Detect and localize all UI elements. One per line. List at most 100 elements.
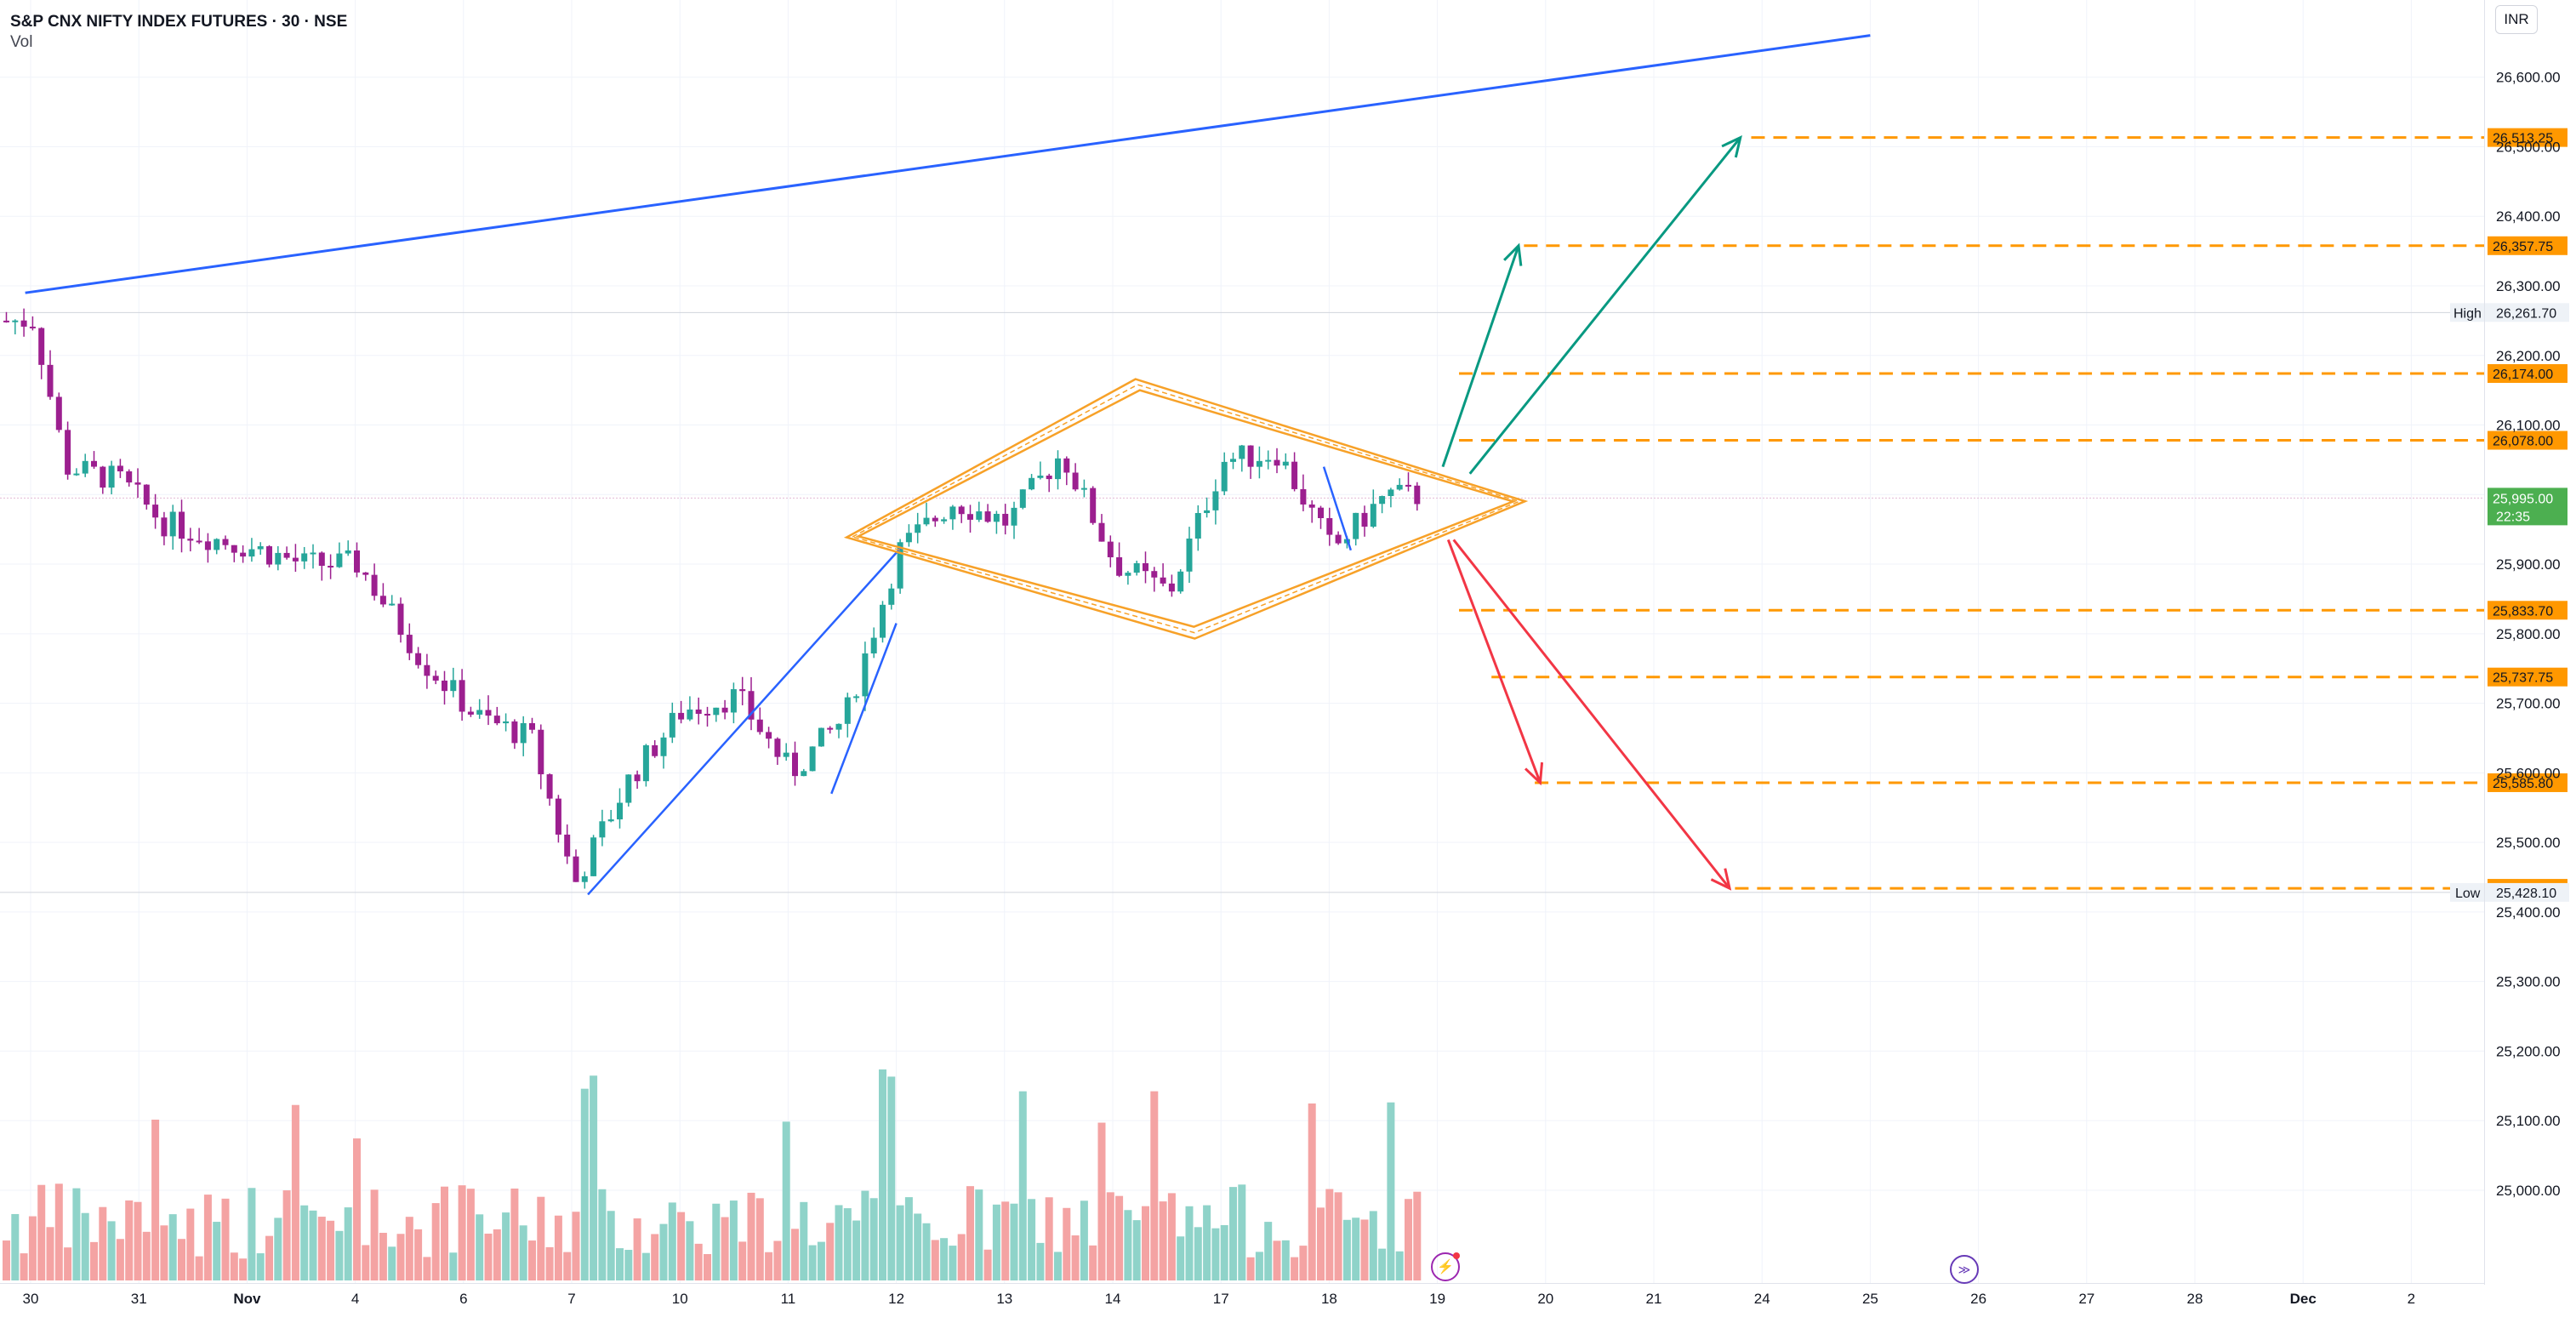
lightning-icon[interactable]: ⚡: [1431, 1252, 1460, 1281]
volume-bar: [869, 1198, 878, 1280]
candle-body: [1037, 476, 1044, 478]
volume-bar: [1124, 1210, 1132, 1280]
candle-body: [713, 707, 720, 716]
symbol-title[interactable]: S&P CNX NIFTY INDEX FUTURES · 30 · NSE: [10, 13, 348, 31]
volume-bar: [1273, 1240, 1281, 1280]
volume-bar: [510, 1188, 519, 1280]
volume-bar: [992, 1204, 1000, 1280]
candle-body: [801, 771, 807, 777]
volume-bar: [142, 1231, 151, 1280]
volume-indicator-label[interactable]: Vol: [10, 33, 33, 51]
volume-bar: [265, 1235, 273, 1280]
volume-bar: [922, 1223, 931, 1280]
candle-body: [1318, 507, 1324, 518]
candle-body: [354, 550, 360, 573]
target-price-tag: [2488, 364, 2567, 384]
candle-body: [415, 653, 422, 665]
candle-body: [266, 546, 272, 565]
candle-body: [1063, 458, 1070, 473]
volume-bar: [624, 1250, 633, 1280]
volume-bar: [1177, 1236, 1185, 1280]
time-axis-tick-label: 7: [567, 1291, 575, 1307]
volume-bar: [668, 1202, 676, 1280]
projection-arrow-line: [1468, 136, 1741, 475]
candle-body: [310, 552, 316, 555]
volume-bar: [90, 1241, 98, 1280]
volume-bar: [46, 1227, 54, 1280]
candle-body: [783, 752, 789, 757]
candle-body: [862, 653, 869, 697]
candle-body: [318, 552, 325, 567]
volume-bar: [729, 1200, 738, 1280]
volume-bar: [405, 1217, 413, 1280]
candle-body: [607, 819, 614, 822]
volume-bar: [213, 1222, 221, 1280]
candle-body: [1080, 488, 1087, 490]
candle-body: [564, 834, 571, 857]
candle-body: [1308, 504, 1315, 508]
time-axis-tick-label: 26: [1970, 1291, 1986, 1307]
candle-body: [126, 471, 133, 483]
candle-body: [134, 482, 141, 485]
candle-body: [485, 710, 492, 716]
volume-bar: [160, 1225, 168, 1280]
volume-bar: [195, 1256, 203, 1280]
volume-bar: [248, 1188, 256, 1280]
volume-bar: [37, 1184, 46, 1280]
volume-bar: [773, 1240, 782, 1280]
volume-bar: [607, 1211, 615, 1280]
volume-bar: [107, 1221, 116, 1280]
volume-bar: [1405, 1199, 1412, 1280]
time-scale-border: [0, 1283, 2484, 1284]
candle-body: [976, 511, 983, 520]
candle-body: [941, 519, 948, 522]
target-price-label: 26,357.75: [2493, 240, 2553, 254]
candle-body: [1335, 534, 1342, 544]
volume-bar: [537, 1196, 545, 1280]
projection-arrow-line: [1441, 245, 1520, 468]
candle-body: [345, 550, 351, 554]
scroll-to-realtime-icon[interactable]: ≫: [1950, 1255, 1979, 1284]
candle-body: [371, 574, 378, 596]
volume-bar: [379, 1233, 387, 1280]
volume-bar: [11, 1213, 20, 1280]
volume-bar: [396, 1234, 405, 1280]
volume-bar: [327, 1220, 335, 1280]
volume-bar: [800, 1201, 808, 1280]
time-axis-tick-label: 27: [2078, 1291, 2094, 1307]
candle-body: [450, 680, 457, 692]
time-axis-tick-label: 17: [1213, 1291, 1229, 1307]
candle-body: [1230, 459, 1236, 462]
volume-bar: [975, 1189, 983, 1280]
target-price-tag: [2488, 236, 2567, 255]
time-axis-tick-label: 12: [888, 1291, 904, 1307]
volume-bar: [1185, 1206, 1194, 1280]
target-price-tag: [2488, 601, 2567, 620]
candle-body: [1405, 484, 1411, 487]
projection-arrow-head: [1524, 761, 1544, 786]
volume-bar: [817, 1241, 825, 1280]
candle-body: [888, 588, 895, 605]
candle-body: [248, 549, 255, 557]
time-axis-tick-label: 14: [1105, 1291, 1121, 1307]
volume-bar: [1063, 1207, 1071, 1280]
volume-bar: [1159, 1201, 1167, 1280]
candle-body: [3, 320, 9, 322]
candle-body: [29, 326, 36, 328]
volume-bar: [1342, 1219, 1351, 1280]
volume-bar: [1045, 1197, 1053, 1280]
trend-line: [587, 545, 903, 896]
price-scale-border: [2484, 0, 2485, 1285]
low-tag-label: Low: [2455, 887, 2481, 901]
currency-button[interactable]: INR: [2495, 5, 2538, 34]
volume-bar: [1325, 1189, 1334, 1280]
volume-bar: [335, 1230, 344, 1280]
volume-bar: [651, 1234, 659, 1280]
candle-body: [739, 689, 746, 692]
volume-bar: [1194, 1227, 1202, 1280]
volume-bar: [957, 1234, 966, 1280]
time-axis-tick-label: 19: [1429, 1291, 1445, 1307]
diamond-pattern-outline: [843, 378, 1529, 640]
